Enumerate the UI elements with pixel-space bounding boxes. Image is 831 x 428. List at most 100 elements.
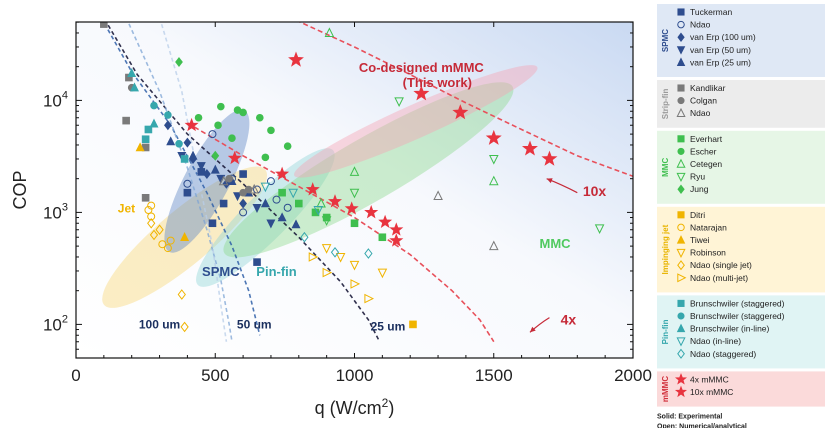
legend-item-label: Ndao xyxy=(690,20,711,30)
data-point xyxy=(256,113,264,122)
data-point xyxy=(219,199,228,208)
data-point xyxy=(377,268,388,279)
legend-marker xyxy=(677,312,685,320)
series-mmc-9 xyxy=(194,102,292,162)
legend-item-label: Tiwei xyxy=(690,235,710,245)
data-point xyxy=(260,182,271,193)
series-mmc-11 xyxy=(321,97,605,235)
data-point xyxy=(349,166,360,176)
data-point xyxy=(266,177,275,186)
data-point xyxy=(141,135,150,144)
legend-marker xyxy=(676,337,686,347)
series-impinging-jet-15 xyxy=(135,142,190,241)
region-label-mmmc-sub: (This work) xyxy=(403,75,472,90)
legend-group-label: SPMC xyxy=(661,29,670,52)
legend-marker xyxy=(677,348,685,359)
legend-marker xyxy=(676,323,686,333)
data-point xyxy=(327,194,343,208)
y-tick-label: 104 xyxy=(43,89,68,110)
data-point xyxy=(308,252,319,262)
series-impinging-jet-16 xyxy=(321,244,388,279)
legend-group-label: MMC xyxy=(661,158,670,177)
region-spmc xyxy=(164,109,250,253)
data-point xyxy=(239,170,247,178)
series-mmc-12 xyxy=(175,57,220,161)
data-point xyxy=(541,150,558,166)
legend-marker xyxy=(674,373,688,385)
limit-curve-25um xyxy=(105,22,381,343)
region-label-layer: Jet SPMC Pin-fin MMC Co-designed mMMC(This w… xyxy=(118,60,607,334)
data-point xyxy=(364,205,379,219)
data-point xyxy=(208,130,217,139)
legend-item-label: van Erp (100 um) xyxy=(690,32,756,42)
region-label-mmc: MMC xyxy=(539,236,571,251)
x-tick-label: 1000 xyxy=(336,366,374,385)
region-mmc xyxy=(223,82,514,258)
legend-item-label: Kandlikar xyxy=(690,83,726,93)
legend-item-label: Ndao (in-line) xyxy=(690,336,741,346)
data-point xyxy=(100,22,108,28)
data-point xyxy=(272,195,281,204)
legend-item-label: 10x mMMC xyxy=(690,387,733,397)
data-point xyxy=(283,203,292,212)
data-point xyxy=(144,206,153,215)
series-impinging-jet-17 xyxy=(147,217,189,333)
trend-label-4x: 4x xyxy=(561,311,577,327)
legend-marker xyxy=(677,299,685,307)
y-tick-label: 103 xyxy=(43,201,68,222)
data-point xyxy=(313,206,324,216)
data-point xyxy=(184,117,199,132)
legend-marker xyxy=(677,8,685,16)
region-label-spmc: SPMC xyxy=(202,264,240,279)
data-point xyxy=(261,153,270,162)
data-point xyxy=(225,174,233,183)
data-point xyxy=(291,219,301,229)
legend-marker xyxy=(677,135,685,143)
series-impinging-jet-14 xyxy=(144,201,175,253)
x-axis-title: q (W/cm2) xyxy=(315,396,395,418)
data-point xyxy=(188,150,198,160)
legend-item-label: Escher xyxy=(690,146,717,156)
data-point xyxy=(321,216,332,226)
legend-item-label: Ndao (multi-jet) xyxy=(690,273,748,283)
data-point xyxy=(288,51,304,67)
data-point xyxy=(252,204,262,213)
data-point xyxy=(350,279,361,289)
legend-item-label: Natarajan xyxy=(690,222,727,232)
legend-marker xyxy=(677,211,685,219)
legend-group-label: Pin-fin xyxy=(661,319,670,344)
point-layer xyxy=(100,22,605,333)
legend-item-label: Colgan xyxy=(690,96,717,106)
legend-group-strip-fin: Strip-fin Kandlikar Colgan Ndao xyxy=(657,80,825,128)
series-impinging-jet-18 xyxy=(308,252,375,304)
limit-curve-50um xyxy=(102,22,261,336)
series-spmc-0 xyxy=(183,168,261,266)
legend-marker xyxy=(677,273,687,283)
data-point xyxy=(130,82,139,92)
data-point xyxy=(594,224,605,235)
data-point xyxy=(485,129,502,145)
region-mmmc xyxy=(294,65,538,178)
data-point xyxy=(349,188,360,199)
data-point xyxy=(364,293,375,304)
series-mmc-8 xyxy=(278,188,387,242)
legend-marker xyxy=(677,147,685,155)
series-pin-fin-20 xyxy=(150,101,183,148)
data-point xyxy=(300,231,309,243)
data-point xyxy=(196,162,206,172)
legend-marker xyxy=(676,57,686,66)
data-point xyxy=(175,57,183,67)
legend-marker xyxy=(677,84,685,92)
data-point xyxy=(158,240,167,249)
data-point xyxy=(349,260,360,271)
data-point xyxy=(283,142,292,151)
series-pin-fin-23 xyxy=(300,231,373,259)
data-point xyxy=(210,164,220,174)
data-point xyxy=(277,212,287,222)
data-point xyxy=(149,118,159,128)
data-point xyxy=(166,236,175,245)
data-point xyxy=(208,219,217,228)
legend-marker xyxy=(676,107,686,117)
legend-item-label: Ndao xyxy=(690,108,711,118)
legend-item-label: Ndao (single jet) xyxy=(690,260,752,270)
